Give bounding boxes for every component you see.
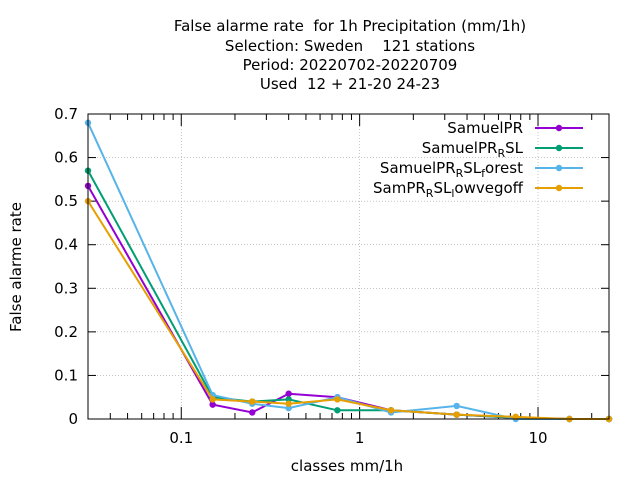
title-line-4: Used 12 + 21-20 24-23 [259, 75, 441, 93]
axis-ticks: 0 0.1 0.2 0.3 0.4 0.5 0.6 0.7 0.1 1 10 [54, 105, 609, 447]
legend-marker-4 [555, 184, 563, 192]
legend: SamuelPR SamuelPRRSLSamuelPRRSLforestSamP… [373, 119, 583, 200]
grid [88, 114, 609, 419]
data-point [334, 407, 341, 414]
y-tick-label: 0.5 [54, 192, 78, 210]
x-tick-label: 10 [528, 429, 547, 447]
y-tick-label: 0.1 [54, 366, 78, 384]
y-tick-label: 0.3 [54, 279, 78, 297]
series-lines [84, 119, 613, 423]
data-point [453, 411, 460, 418]
plot-border [87, 113, 610, 420]
data-point [285, 390, 292, 397]
data-point [209, 396, 216, 403]
x-tick-label: 0.1 [169, 429, 193, 447]
series-line-3 [87, 122, 609, 420]
legend-label-3: SamuelPRRSLforest [380, 159, 523, 180]
legend-marker-1 [555, 124, 563, 132]
data-point [285, 400, 292, 407]
y-tick-label: 0.2 [54, 323, 78, 341]
legend-label-2: SamuelPRRSL [422, 139, 524, 160]
y-axis-label: False alarme rate [7, 202, 25, 332]
y-tick-label: 0.7 [54, 105, 78, 123]
legend-marker-3 [555, 164, 563, 172]
legend-marker-2 [555, 144, 563, 152]
x-axis-label: classes mm/1h [291, 457, 403, 475]
legend-label-1: SamuelPR [447, 119, 523, 137]
data-point [249, 409, 256, 416]
series-line-4 [87, 200, 609, 420]
y-tick-label: 0.4 [54, 236, 78, 254]
y-tick-label: 0 [68, 410, 78, 428]
title-line-2: Selection: Sweden 121 stations [224, 37, 476, 55]
data-point [209, 401, 216, 408]
title-line-3: Period: 20220702-20220709 [242, 56, 458, 74]
legend-label-4: SamPRRSLlowvegoff [373, 179, 524, 200]
series-line-1 [87, 185, 609, 420]
data-point [387, 407, 395, 414]
y-tick-label: 0.6 [54, 149, 78, 167]
data-point [249, 398, 256, 405]
x-tick-label: 1 [355, 429, 365, 447]
data-point [453, 402, 460, 410]
title-line-1: False alarme rate for 1h Precipitation (… [173, 17, 527, 35]
data-point [334, 396, 341, 403]
data-point [512, 413, 519, 421]
